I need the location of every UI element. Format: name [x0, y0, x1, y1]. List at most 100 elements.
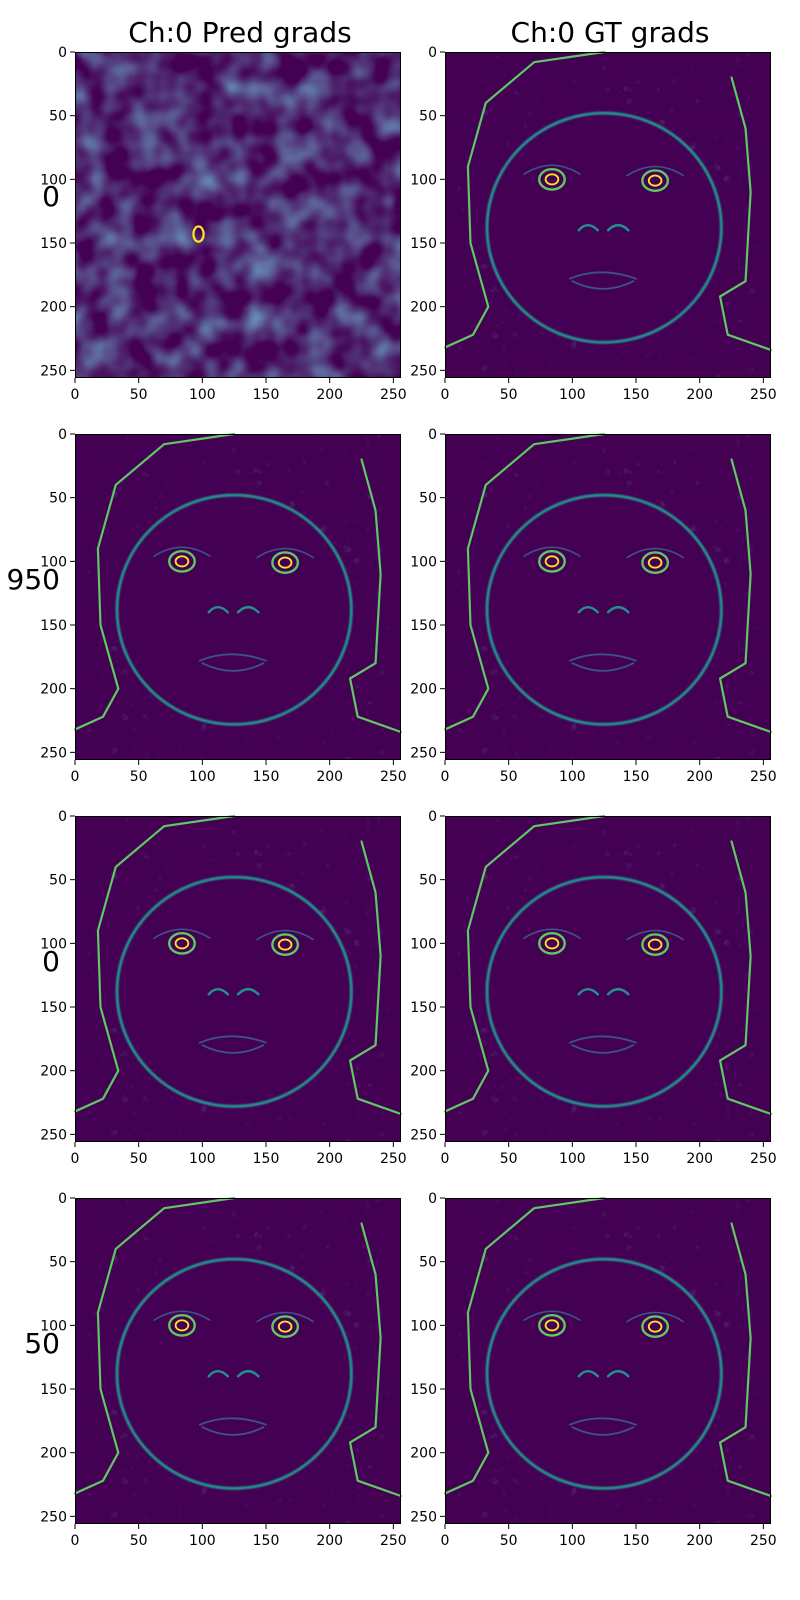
x-tick-label: 150: [253, 387, 280, 403]
column-title-gt: Ch:0 GT grads: [510, 16, 710, 49]
x-tick-label: 0: [71, 1533, 80, 1549]
y-tick-label: 250: [410, 1509, 437, 1525]
x-tick-label: 150: [623, 769, 650, 785]
x-tick-label: 50: [130, 387, 148, 403]
y-tick-label: 150: [410, 618, 437, 634]
y-tick-label: 150: [40, 236, 67, 252]
y-tick-label: 150: [40, 1000, 67, 1016]
y-tick-label: 200: [40, 1446, 67, 1462]
y-tick-label: 50: [419, 109, 437, 125]
x-tick-label: 50: [130, 1533, 148, 1549]
x-tick-label: 250: [380, 769, 407, 785]
x-tick-label: 250: [380, 387, 407, 403]
x-tick-label: 150: [253, 769, 280, 785]
x-tick-label: 200: [316, 1533, 343, 1549]
y-tick-label: 200: [40, 682, 67, 698]
y-tick-label: 100: [410, 1318, 437, 1334]
x-tick-label: 100: [189, 1151, 216, 1167]
y-tick-label: 150: [40, 1382, 67, 1398]
x-tick-label: 100: [559, 387, 586, 403]
x-tick-label: 150: [253, 1151, 280, 1167]
x-tick-label: 250: [750, 1533, 777, 1549]
x-tick-label: 100: [189, 769, 216, 785]
x-tick-label: 100: [559, 769, 586, 785]
x-tick-label: 200: [686, 1533, 713, 1549]
y-tick-label: 150: [40, 618, 67, 634]
x-tick-label: 150: [253, 1533, 280, 1549]
y-tick-label: 50: [419, 1255, 437, 1271]
x-tick-label: 200: [316, 1151, 343, 1167]
x-tick-label: 0: [71, 387, 80, 403]
x-tick-label: 50: [500, 769, 518, 785]
x-tick-label: 50: [500, 1151, 518, 1167]
x-tick-label: 200: [686, 387, 713, 403]
y-tick-label: 0: [428, 1191, 437, 1207]
x-tick-label: 0: [71, 769, 80, 785]
x-tick-label: 0: [71, 1151, 80, 1167]
y-tick-label: 100: [40, 1318, 67, 1334]
x-tick-label: 0: [441, 387, 450, 403]
y-tick-label: 150: [410, 1382, 437, 1398]
y-tick-label: 0: [58, 45, 67, 61]
x-tick-label: 100: [559, 1151, 586, 1167]
y-tick-label: 250: [410, 745, 437, 761]
y-tick-label: 100: [40, 936, 67, 952]
image-panel-r2-pred: 0 50 100 150 200 250 0 50 100 150 200 250: [40, 427, 406, 785]
image-panel-r2-gt: 0 50 100 150 200 250 0 50 100 150 200 250: [410, 427, 776, 785]
x-tick-label: 150: [623, 1533, 650, 1549]
y-tick-label: 50: [419, 873, 437, 889]
row-label-4: 50: [24, 1327, 60, 1360]
y-tick-label: 50: [49, 1255, 67, 1271]
y-tick-label: 50: [419, 491, 437, 507]
x-tick-label: 50: [130, 769, 148, 785]
y-tick-label: 150: [410, 236, 437, 252]
y-tick-label: 250: [410, 1127, 437, 1143]
x-tick-label: 0: [441, 1151, 450, 1167]
y-tick-label: 250: [40, 1127, 67, 1143]
row-label-2: 950: [6, 563, 60, 596]
image-panel-r3-gt: 0 50 100 150 200 250 0 50 100 150 200 250: [410, 809, 776, 1167]
column-title-pred: Ch:0 Pred grads: [128, 16, 352, 49]
x-tick-label: 100: [189, 387, 216, 403]
x-tick-label: 250: [380, 1533, 407, 1549]
x-tick-label: 50: [500, 1533, 518, 1549]
y-tick-label: 0: [428, 809, 437, 825]
y-tick-label: 100: [40, 554, 67, 570]
y-tick-label: 100: [410, 936, 437, 952]
x-tick-label: 100: [189, 1533, 216, 1549]
x-tick-label: 250: [750, 1151, 777, 1167]
x-tick-label: 150: [623, 1151, 650, 1167]
y-tick-label: 200: [40, 300, 67, 316]
y-tick-label: 200: [410, 1064, 437, 1080]
x-tick-label: 0: [441, 769, 450, 785]
y-tick-label: 250: [40, 745, 67, 761]
y-tick-label: 100: [410, 172, 437, 188]
row-label-1: 0: [42, 180, 60, 213]
y-tick-label: 0: [58, 427, 67, 443]
x-tick-label: 100: [559, 1533, 586, 1549]
image-panel-r4-pred: 0 50 100 150 200 250 0 50 100 150 200 250: [40, 1191, 406, 1549]
image-panel-r3-pred: 0 50 100 150 200 250 0 50 100 150 200 250: [40, 809, 406, 1167]
y-tick-label: 200: [410, 300, 437, 316]
y-tick-label: 50: [49, 491, 67, 507]
y-tick-label: 250: [40, 1509, 67, 1525]
x-tick-label: 50: [130, 1151, 148, 1167]
y-tick-label: 0: [428, 427, 437, 443]
y-tick-label: 150: [410, 1000, 437, 1016]
y-tick-label: 100: [410, 554, 437, 570]
y-tick-label: 250: [410, 363, 437, 379]
x-tick-label: 250: [380, 1151, 407, 1167]
image-panel-r1-pred: 0 50 100 150 200 250 0 50 100 150 200 250: [40, 45, 406, 403]
x-tick-label: 150: [623, 387, 650, 403]
y-tick-label: 100: [40, 172, 67, 188]
y-tick-label: 0: [58, 1191, 67, 1207]
y-tick-label: 50: [49, 109, 67, 125]
image-panel-r4-gt: 0 50 100 150 200 250 0 50 100 150 200 250: [410, 1191, 776, 1549]
